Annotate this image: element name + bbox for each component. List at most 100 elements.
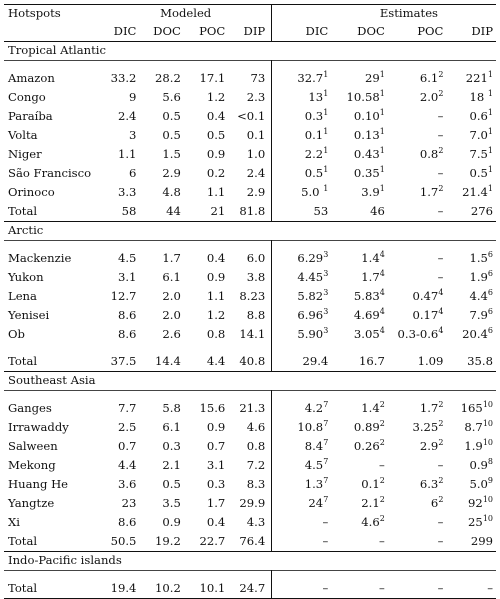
estimate-poc-cell: 1.72 [385,183,444,202]
reference-superscript: 10 [482,418,493,428]
estimate-dip-cell: 5.09 [443,475,496,494]
modeled-dip-cell: <0.1 [225,107,273,126]
col-header-estimates-dip: DIP [443,23,496,42]
estimate-poc-cell: 0.174 [385,306,444,325]
estimate-dip-cell: 7.51 [443,145,496,164]
estimate-doc-cell: 0.351 [328,164,385,183]
estimate-value: 4.6 [361,514,380,529]
estimate-value: 6.96 [297,307,324,322]
estimate-poc-cell: – [437,533,444,548]
reference-superscript: 6 [487,249,493,259]
col-header-estimates-dic: DIC [271,23,329,42]
total-row: Total 58 44 21 81.8 53 46 – 276 [4,202,496,222]
estimate-doc-cell: 10.581 [328,88,385,107]
modeled-doc-cell: 0.5 [162,127,181,142]
region-divider [4,390,496,399]
estimate-value: 3.05 [353,326,380,341]
table-row-amazon: Amazon 33.2 28.2 17.1 73 32.71 291 6.12 2211 [4,69,496,88]
estimate-dic-cell: 32.71 [272,69,329,88]
modeled-dic-cell: 1.1 [117,146,137,161]
estimate-value: – [437,457,444,472]
modeled-dic-cell: 3 [129,127,137,142]
estimate-value: – [437,514,444,529]
region-name: Indo-Pacific islands [4,551,496,571]
estimate-value: 6.1 [419,70,439,85]
table-row-xi: Xi 8.6 0.9 0.4 4.3–4.62–2510 [4,513,496,532]
estimate-doc-cell: 1.42 [328,399,385,418]
river-name: Niger [8,146,42,161]
modeled-doc-cell: 2.0 [162,288,181,303]
estimate-value: 3.9 [361,184,380,199]
estimate-dic-cell: 6.293 [272,249,328,268]
modeled-poc-cell: 22.7 [199,533,226,548]
estimate-value: 221 [465,70,488,85]
estimate-value: 1.7 [419,400,439,415]
reference-superscript: 2 [379,437,385,447]
modeled-dic-cell: 33.2 [110,70,137,85]
modeled-poc-cell: 17.1 [199,70,226,85]
estimate-doc-cell: 0.892 [328,418,385,437]
reference-superscript: 1 [323,183,329,193]
reference-superscript: 3 [323,306,329,316]
reference-superscript: 1 [379,164,385,174]
estimate-dip-cell: 276 [470,203,493,218]
reference-superscript: 4 [438,287,444,297]
estimate-dip-cell: 16510 [443,399,496,418]
reference-superscript: 7 [323,494,329,504]
estimate-value: 0.47 [412,288,439,303]
estimate-doc-cell: 2.12 [328,494,385,513]
modeled-doc-cell: 44 [166,203,181,218]
estimate-poc-cell: 0.82 [385,145,444,164]
river-name: Amazon [8,70,55,85]
river-name: Ganges [8,400,52,415]
estimate-dic-cell: – [322,533,329,548]
river-name: Mekong [8,457,56,472]
river-name: São Francisco [8,165,92,180]
estimate-doc-cell: 5.834 [328,287,385,306]
modeled-poc-cell: 10.1 [180,579,226,599]
reference-superscript: 10 [482,437,493,447]
estimate-doc-cell: 46 [370,203,385,218]
reference-superscript: 10 [482,399,493,409]
estimate-value: 32.7 [297,70,324,85]
reference-superscript: 1 [323,164,329,174]
estimate-value: 1.4 [361,250,380,265]
region-name: Arctic [4,221,496,241]
reference-superscript: 4 [379,249,385,259]
estimate-dic-cell: – [272,513,328,532]
estimate-value: 1.7 [361,269,380,284]
estimate-dic-cell: – [271,579,329,599]
estimate-value: 6 [430,495,439,510]
estimate-value: 1.4 [361,400,380,415]
hotspots-header: Hotspots [4,4,92,23]
modeled-doc-cell: 5.6 [162,89,181,104]
estimate-poc-cell: – [385,164,444,183]
col-header-estimates-poc: POC [384,23,444,42]
reference-superscript: 1 [487,183,493,193]
estimate-value: 24 [308,495,324,510]
reference-superscript: 7 [323,437,329,447]
estimate-doc-cell: – [379,533,385,548]
estimate-doc-cell: 4.694 [328,306,385,325]
table-row-yangtze: Yangtze 23 3.5 1.7 29.9 247 2.12 62 9210 [4,494,496,513]
reference-superscript: 1 [323,88,329,98]
estimate-dip-cell: 7.96 [443,306,496,325]
modeled-dip-cell: 14.1 [225,325,273,344]
reference-superscript: 1 [323,107,329,117]
modeled-doc-cell: 4.8 [162,184,181,199]
modeled-poc-cell: 1.2 [206,307,226,322]
estimate-value: – [437,269,444,284]
estimate-doc-cell: 16.7 [359,353,385,368]
modeled-dip-cell: 2.3 [225,88,273,107]
modeled-dip-cell: 4.6 [225,418,273,437]
modeled-dip-cell: 3.8 [225,268,273,287]
reference-superscript: 4 [438,306,444,316]
estimate-value: 1.7 [419,184,439,199]
reference-superscript: 1 [323,69,329,79]
modeled-dip-cell: 6.0 [225,249,273,268]
estimate-dip-cell: 20.46 [443,325,496,344]
modeled-doc-cell: 2.1 [162,457,181,472]
estimate-dip-cell: 7.01 [443,126,496,145]
estimate-value: – [437,127,444,142]
estimate-dip-cell: 2211 [443,69,496,88]
